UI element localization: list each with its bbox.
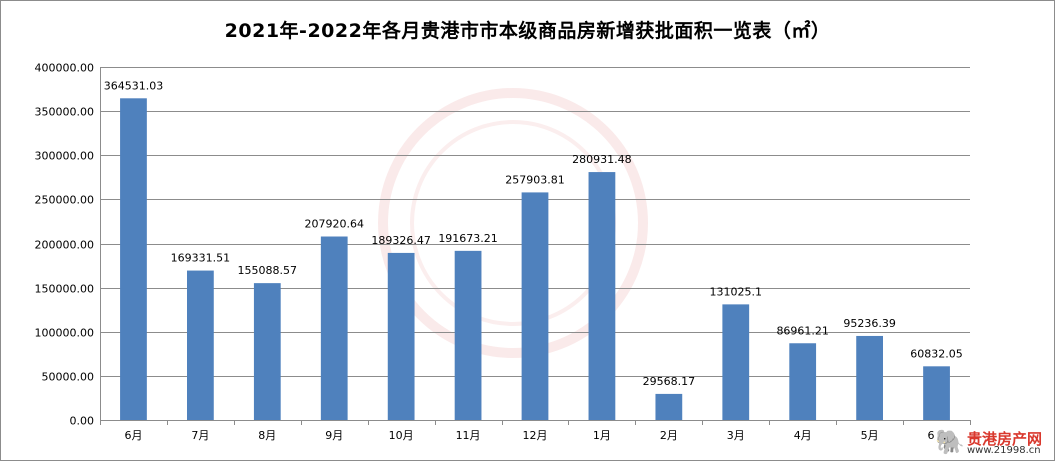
chart-title: 2021年-2022年各月贵港市市本级商品房新增获批面积一览表（㎡） <box>224 20 831 42</box>
data-label: 95236.39 <box>843 317 896 330</box>
bar <box>320 236 348 420</box>
bar <box>120 98 147 421</box>
y-tick-label: 400000.00 <box>35 62 95 75</box>
x-tick-label: 11月 <box>456 429 481 442</box>
bar <box>521 192 549 420</box>
data-label: 131025.1 <box>710 285 763 298</box>
bar <box>722 304 750 420</box>
data-label: 257903.81 <box>505 173 565 186</box>
data-label: 280931.48 <box>572 153 632 166</box>
x-tick-label: 7月 <box>191 429 209 442</box>
logo-url: www.21998.cn <box>967 445 1041 456</box>
bar <box>454 250 482 420</box>
data-label: 155088.57 <box>238 264 298 277</box>
y-tick-label: 0.00 <box>70 415 95 428</box>
x-tick-label: 8月 <box>258 429 276 442</box>
data-label: 169331.51 <box>171 252 231 265</box>
x-tick-label: 12月 <box>523 429 548 442</box>
x-tick-label: 10月 <box>389 429 414 442</box>
y-tick-label: 200000.00 <box>35 239 95 252</box>
bar <box>387 252 415 420</box>
data-label: 364531.03 <box>104 79 164 92</box>
data-label: 29568.17 <box>643 375 696 388</box>
y-tick-label: 100000.00 <box>35 327 95 340</box>
elephant-icon: 🐘 <box>935 428 965 456</box>
x-tick-label: 6月 <box>124 429 142 442</box>
x-tick-label: 1月 <box>593 429 611 442</box>
logo-text: 贵港房产网 <box>967 430 1043 448</box>
bar <box>856 335 883 420</box>
x-tick-label: 5月 <box>861 429 879 442</box>
data-label: 191673.21 <box>438 232 498 245</box>
data-label: 207920.64 <box>304 218 364 231</box>
x-tick-label: 2月 <box>660 429 678 442</box>
y-tick-label: 300000.00 <box>35 150 95 163</box>
data-label: 86961.21 <box>776 324 829 337</box>
x-tick-label: 9月 <box>325 429 343 442</box>
data-label: 60832.05 <box>910 347 963 360</box>
y-tick-label: 50000.00 <box>42 371 95 384</box>
x-tick-label: 3月 <box>727 429 745 442</box>
bar <box>655 393 683 420</box>
y-tick-label: 150000.00 <box>35 283 95 296</box>
site-logo: 🐘 贵港房产网 www.21998.cn <box>935 427 1053 459</box>
data-label: 189326.47 <box>371 234 431 247</box>
y-tick-label: 350000.00 <box>35 106 95 119</box>
bar <box>789 343 817 420</box>
bar <box>923 366 950 420</box>
bar <box>253 283 281 420</box>
y-tick-label: 250000.00 <box>35 194 95 207</box>
bar <box>588 172 616 420</box>
x-tick-label: 4月 <box>794 429 812 442</box>
bar <box>187 270 214 420</box>
